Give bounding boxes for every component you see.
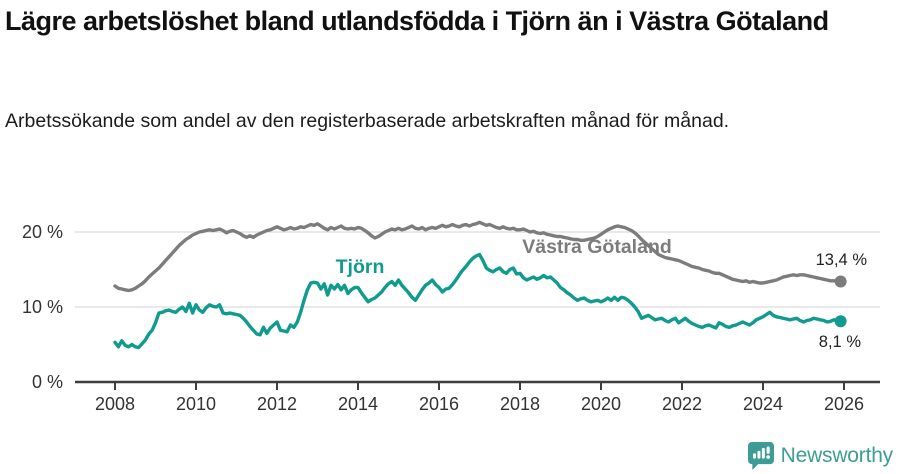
page-title: Lägre arbetslöshet bland utlandsfödda i … — [5, 6, 829, 36]
x-tick-label: 2014 — [338, 394, 378, 414]
x-tick-label: 2018 — [500, 394, 540, 414]
end-dot-vastra-gotaland — [834, 275, 847, 288]
end-value-label-vastra-gotaland: 13,4 % — [816, 251, 868, 269]
x-tick-label: 2012 — [257, 394, 297, 414]
end-value-label-tjorn: 8,1 % — [819, 333, 862, 351]
y-tick-label: 0 % — [32, 372, 63, 392]
end-dot-tjorn — [834, 315, 847, 328]
y-tick-label: 10 % — [22, 297, 63, 317]
x-tick-label: 2016 — [419, 394, 459, 414]
series-label-vastra-gotaland: Västra Götaland — [522, 236, 672, 258]
brand-name: Newsworthy — [780, 444, 894, 467]
newsworthy-logo-icon — [747, 442, 774, 470]
series-path-tjorn — [113, 252, 843, 350]
x-tick-label: 2026 — [824, 394, 864, 414]
brand-footer: Newsworthy — [747, 442, 894, 470]
x-tick-label: 2010 — [176, 394, 216, 414]
chart-subtitle: Arbetssökande som andel av den registerb… — [5, 110, 730, 132]
x-tick-label: 2022 — [662, 394, 702, 414]
series-path-vastra-gotaland — [113, 220, 843, 293]
x-tick-label: 2008 — [95, 394, 135, 414]
y-tick-label: 20 % — [22, 222, 63, 242]
x-tick-label: 2024 — [743, 394, 783, 414]
x-tick-label: 2020 — [581, 394, 621, 414]
series-label-tjorn: Tjörn — [336, 256, 385, 278]
